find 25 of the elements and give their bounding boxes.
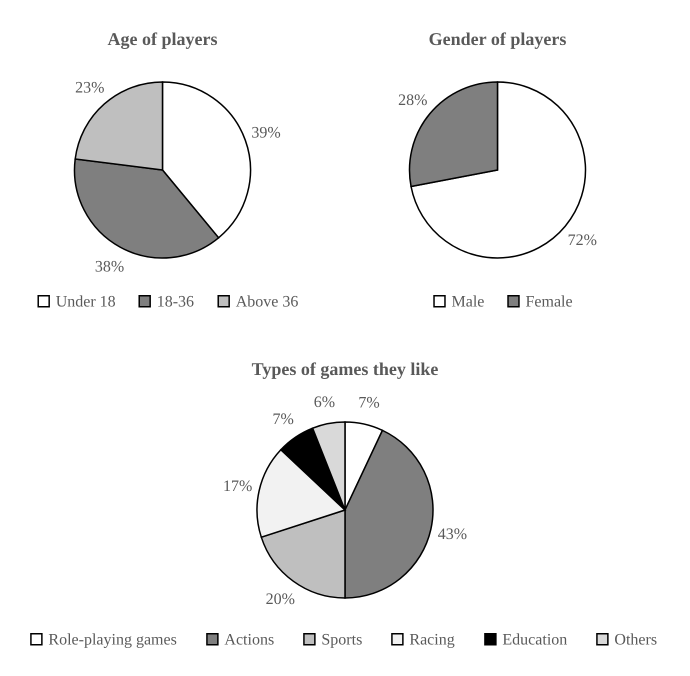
chart-title: Types of games they like xyxy=(252,358,438,379)
data-label: 6% xyxy=(314,394,336,411)
data-label: 38% xyxy=(94,258,124,276)
data-label: 7% xyxy=(358,394,380,412)
legend-label: Above 36 xyxy=(236,293,298,310)
chart-title: Gender of players xyxy=(428,29,566,49)
data-label: 43% xyxy=(438,526,468,543)
data-label: 39% xyxy=(251,124,281,142)
legend-label: Female xyxy=(526,293,573,310)
chart-title: Age of players xyxy=(108,29,218,49)
legend-label: Under 18 xyxy=(56,293,116,310)
data-label: 7% xyxy=(272,411,294,428)
legend-label: Male xyxy=(452,293,484,310)
data-label: 23% xyxy=(75,79,104,96)
data-label: 20% xyxy=(266,590,296,608)
legend-label: Education xyxy=(502,631,568,648)
data-label: 72% xyxy=(568,232,597,250)
legend-label: 18-36 xyxy=(156,293,194,310)
legend-label: Racing xyxy=(409,631,455,648)
data-label: 17% xyxy=(222,478,252,496)
legend-label: Others xyxy=(614,631,658,648)
data-label: 28% xyxy=(398,92,428,109)
legend-label: Sports xyxy=(321,631,362,648)
legend-label: Role-playing games xyxy=(48,631,177,648)
legend-label: Actions xyxy=(224,631,274,648)
